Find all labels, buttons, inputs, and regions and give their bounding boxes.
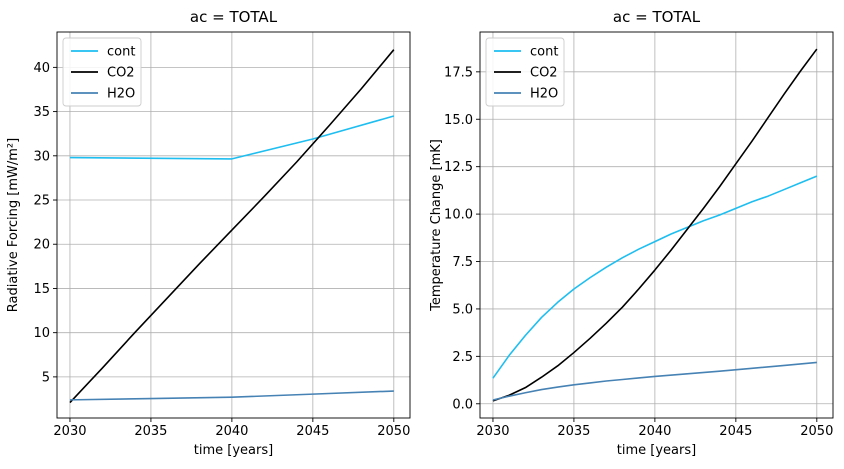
y-tick-label: 35 xyxy=(33,105,50,120)
x-tick-label: 2045 xyxy=(296,424,329,439)
x-tick-label: 2045 xyxy=(719,424,752,439)
legend-label-h2o: H2O xyxy=(107,87,135,102)
legend-box xyxy=(62,37,142,107)
y-tick-label: 15.0 xyxy=(444,113,473,128)
y-tick-label: 2.5 xyxy=(452,350,473,365)
legend: cont CO2 H2O xyxy=(62,37,142,107)
y-tick-label: 40 xyxy=(33,61,50,76)
x-tick-label: 2040 xyxy=(215,424,248,439)
y-tick-label: 20 xyxy=(33,238,50,253)
legend-label-co2: CO2 xyxy=(107,66,135,81)
series-line-cont xyxy=(69,115,395,160)
y-tick-label: 10 xyxy=(33,326,50,341)
y-tick-label: 5 xyxy=(42,370,50,385)
y-tick-label: 7.5 xyxy=(452,255,473,270)
x-axis-label: time [years] xyxy=(617,443,696,458)
y-tick-label: 15 xyxy=(33,282,50,297)
series-line-co2 xyxy=(69,49,395,404)
x-tick-label: 2040 xyxy=(638,424,671,439)
x-tick-label: 2030 xyxy=(476,424,509,439)
chart-title: ac = TOTAL xyxy=(190,8,278,26)
x-tick-label: 2035 xyxy=(557,424,590,439)
series-line-cont xyxy=(492,175,818,379)
y-tick-label: 12.5 xyxy=(444,160,473,175)
y-axis-label: Temperature Change [mK] xyxy=(429,139,444,312)
legend-label-cont: cont xyxy=(107,45,135,60)
chart-title: ac = TOTAL xyxy=(613,8,701,26)
y-tick-label: 30 xyxy=(33,149,50,164)
chart-panel-1: 2030 2035 2040 2045 2050 5 10 15 20 25 30 35 40 ac = … xyxy=(6,8,411,458)
x-axis-label: time [years] xyxy=(194,443,273,458)
y-tick-label: 0.0 xyxy=(452,397,473,412)
y-tick-label: 5.0 xyxy=(452,302,473,317)
y-tick-label: 17.5 xyxy=(444,65,473,80)
series-line-co2 xyxy=(492,48,818,402)
chart-panel-2: 2030 2035 2040 2045 2050 0.0 2.5 5.0 7.5 10.0 12.5… xyxy=(429,8,834,458)
x-tick-label: 2050 xyxy=(377,424,410,439)
x-tick-label: 2050 xyxy=(800,424,833,439)
legend-label-h2o: H2O xyxy=(530,87,558,102)
legend-label-cont: cont xyxy=(530,45,558,60)
y-tick-label: 25 xyxy=(33,194,50,209)
legend: cont CO2 H2O xyxy=(485,37,565,107)
axes-frame xyxy=(56,31,411,419)
y-tick-label: 10.0 xyxy=(444,208,473,223)
axes-frame xyxy=(479,31,834,419)
series-line-h2o xyxy=(492,361,817,401)
legend-box xyxy=(485,37,565,107)
y-axis-label: Radiative Forcing [mW/m²] xyxy=(6,138,21,312)
legend-label-co2: CO2 xyxy=(530,66,558,81)
x-tick-label: 2035 xyxy=(134,424,167,439)
x-tick-label: 2030 xyxy=(53,424,86,439)
series-line-h2o xyxy=(69,390,394,401)
